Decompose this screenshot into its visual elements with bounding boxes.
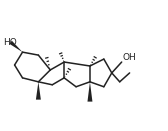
- Polygon shape: [36, 82, 41, 100]
- Text: HO: HO: [3, 38, 16, 47]
- Text: OH: OH: [123, 53, 136, 62]
- Polygon shape: [88, 82, 92, 102]
- Polygon shape: [9, 41, 23, 52]
